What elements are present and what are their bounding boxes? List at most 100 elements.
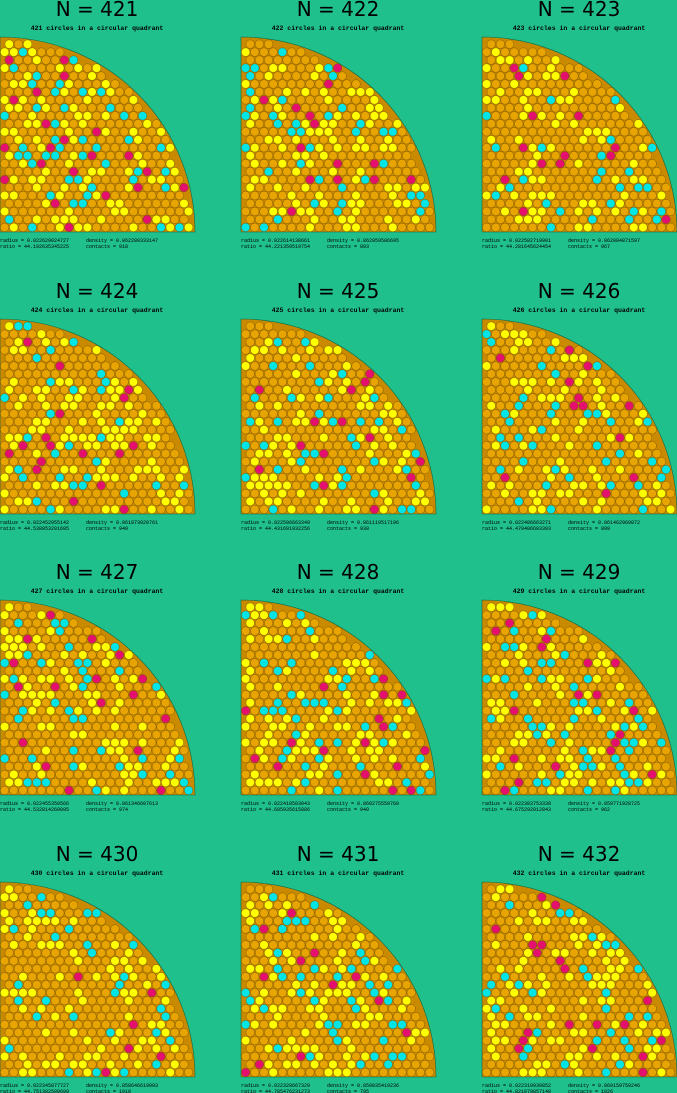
packed-circle (411, 465, 421, 475)
packed-circle (383, 465, 393, 475)
packed-circle (369, 940, 379, 950)
packed-circle (105, 761, 115, 771)
packed-circle (55, 1036, 65, 1046)
packed-circle (333, 425, 343, 435)
packed-circle (110, 504, 120, 514)
packed-circle (41, 761, 51, 771)
packed-circle (323, 738, 333, 748)
packed-circle (500, 345, 510, 355)
packed-circle (374, 698, 384, 708)
packed-circle (532, 1012, 542, 1022)
packed-circle (583, 127, 593, 137)
packed-circle (59, 401, 69, 411)
packed-circle (277, 908, 287, 918)
packed-circle (388, 127, 398, 137)
packed-circle (402, 1012, 412, 1022)
packed-circle (92, 175, 102, 185)
packed-circle (241, 626, 251, 636)
packed-circle (528, 674, 538, 684)
packed-circle (509, 504, 519, 514)
packed-circle (402, 714, 412, 724)
packed-circle (277, 206, 287, 216)
packed-circle (73, 111, 83, 121)
packed-circle (18, 658, 28, 668)
packed-circle (532, 198, 542, 208)
packed-circle (495, 900, 505, 910)
packed-circle (78, 777, 88, 787)
packed-circle (314, 95, 324, 105)
packed-circle (23, 746, 33, 756)
packed-circle (555, 79, 565, 89)
packed-circle (569, 1028, 579, 1038)
packed-circle (170, 496, 180, 506)
packed-circle (346, 1012, 356, 1022)
panel-subtitle: 428 circles in a circular quadrant (272, 588, 405, 595)
packed-circle (9, 206, 19, 216)
packed-circle (27, 956, 37, 966)
packed-circle (105, 449, 115, 459)
packed-circle (259, 738, 269, 748)
packed-circle (546, 1020, 556, 1030)
packed-circle (578, 777, 588, 787)
packed-circle (124, 761, 134, 771)
packed-circle (82, 361, 92, 371)
packed-circle (587, 777, 597, 787)
packed-circle (546, 441, 556, 451)
packed-circle (652, 496, 662, 506)
packed-circle (273, 666, 283, 676)
packed-circle (254, 932, 264, 942)
packed-circle (392, 698, 402, 708)
packed-circle (133, 214, 143, 224)
packed-circle (259, 377, 269, 387)
packed-circle (383, 119, 393, 129)
packed-circle (379, 1004, 389, 1014)
packed-circle (138, 111, 148, 121)
packed-circle (110, 159, 120, 169)
packed-circle (569, 730, 579, 740)
packed-circle (170, 480, 180, 490)
packed-circle (518, 504, 528, 514)
packed-circle (346, 980, 356, 990)
packed-circle (551, 385, 561, 395)
packed-circle (346, 698, 356, 708)
packed-circle (305, 940, 315, 950)
stat-line: ratio = 44.192635345225 (0, 244, 69, 250)
packed-circle (50, 1043, 60, 1053)
packed-circle (165, 706, 175, 716)
packed-circle (142, 480, 152, 490)
packed-circle (509, 457, 519, 467)
packed-circle (96, 87, 106, 97)
packed-circle (587, 730, 597, 740)
packed-circle (402, 996, 412, 1006)
packed-circle (365, 730, 375, 740)
packed-circle (606, 714, 616, 724)
packed-circle (13, 369, 23, 379)
packed-circle (518, 956, 528, 966)
packed-circle (110, 658, 120, 668)
packed-circle (4, 151, 14, 161)
packed-circle (505, 618, 515, 628)
packed-circle (259, 345, 269, 355)
packed-circle (151, 167, 161, 177)
packed-circle (551, 480, 561, 490)
packed-circle (13, 746, 23, 756)
packed-circle (523, 183, 533, 193)
packed-circle (273, 900, 283, 910)
packed-circle (546, 908, 556, 918)
packed-circle (537, 425, 547, 435)
packed-circle (18, 63, 28, 73)
packed-circle (287, 159, 297, 169)
packed-circle (388, 488, 398, 498)
packed-circle (397, 206, 407, 216)
packed-circle (18, 345, 28, 355)
packed-circle (374, 996, 384, 1006)
packed-circle (282, 135, 292, 145)
packed-circle (73, 690, 83, 700)
packed-circle (277, 1020, 287, 1030)
packed-circle (505, 964, 515, 974)
packed-circle (597, 980, 607, 990)
packed-circle (528, 377, 538, 387)
packed-circle (291, 650, 301, 660)
packed-circle (296, 409, 306, 419)
packed-circle (245, 55, 255, 65)
